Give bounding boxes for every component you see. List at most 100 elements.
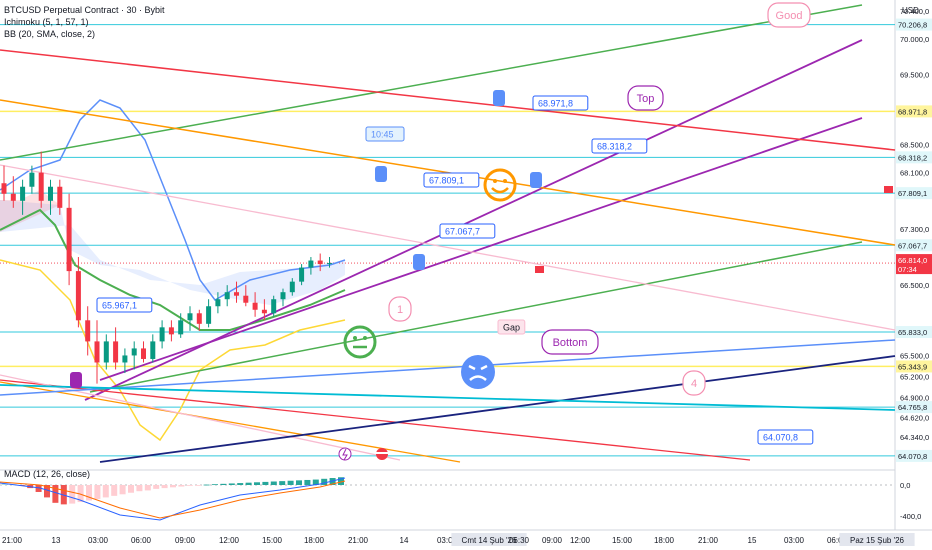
candle-body [261,309,267,314]
x-axis-date-tag [451,533,527,546]
candle-body [196,313,202,324]
annotation-box [96,297,153,313]
macd-histogram-bar [2,483,8,485]
note-bubble-label: 4 [691,378,697,390]
macd-histogram-bar [161,485,168,489]
annotation-box [439,223,496,239]
macd-histogram-bar [153,485,160,489]
annotation-label: 64.070,8 [763,433,798,443]
trend-line [99,355,896,463]
y-axis-tick-label: 70.400,0 [900,7,929,16]
trend-line [89,241,863,393]
price-marker-tag [896,187,932,200]
x-axis-tick-label: 03:00 [437,536,458,545]
y-axis-tick-label: 68.100,0 [900,169,929,178]
macd-histogram-bar [69,485,76,504]
macd-histogram-bar [287,480,294,485]
x-axis-tick-label: 21:00 [348,536,369,545]
candle-body [10,193,16,201]
flag-icon [535,186,893,273]
macd-histogram-bar [254,482,260,485]
price-marker-tag [896,239,932,252]
macd-histogram-bar [119,485,126,495]
candle-body [215,299,221,307]
y-axis-tick-label: 64.620,0 [900,413,929,422]
annotation-box [497,319,526,335]
macd-histogram-bar [86,485,92,501]
macd-histogram-bar [279,481,286,485]
candle-body [168,327,174,335]
x-axis-tick-label: 15:00 [262,536,283,545]
last-price-label: 66.814,0 [898,256,927,265]
macd-tick-label: -400,0 [900,512,921,521]
y-axis-tick-label: 68.500,0 [900,141,929,150]
x-axis-tick-label: 03:00 [88,536,109,545]
x-axis-tick-label: 15 [748,536,757,545]
candle-body [178,320,184,335]
macd-histogram-bar [262,481,269,485]
candle-body [103,341,109,363]
x-axis-tick-label: 15:00 [612,536,633,545]
annotation-box [591,138,648,154]
trend-line [0,379,751,461]
bollinger-upper [0,99,346,301]
x-axis-tick-label: 12:00 [570,536,591,545]
candle-body [252,302,258,310]
candle-body [113,341,119,363]
candle-body [243,295,249,303]
candle-body [150,341,156,359]
trend-line [0,374,401,461]
macd-histogram-bar [270,481,277,485]
happy-face-icon [483,168,517,202]
annotation-box [365,126,405,142]
trend-line [99,117,863,381]
macd-histogram-bar [237,483,244,485]
x-axis-tick-label: 18:00 [654,536,675,545]
annotation-box [532,95,589,111]
candle-body [308,260,314,268]
price-marker-label: 70.206,8 [898,21,927,30]
y-axis-tick-label: 64.900,0 [900,394,929,403]
macd-histogram-bar [102,485,109,498]
x-axis-tick-label: 09:00 [542,536,563,545]
price-marker-label: 65.833,0 [898,328,927,337]
note-bubble [388,296,412,322]
bollinger-lower [0,259,346,442]
annotation-box [757,429,814,445]
macd-histogram-bar [195,485,202,486]
note-bubble [767,2,811,28]
candle-body [141,348,146,359]
macd-label[interactable]: MACD (12, 26, close) [4,469,91,479]
trend-line [0,384,896,411]
macd-histogram-bar [52,485,59,503]
candle-body [57,186,63,208]
price-marker-label: 64.765,8 [898,403,927,412]
bollinger-label[interactable]: BB (20, SMA, close, 2) [4,29,96,39]
annotation-label: 68.318,2 [597,142,632,152]
macd-histogram-bar [136,485,143,492]
price-marker-tag [896,449,932,462]
y-axis-tick-label: 65.200,0 [900,373,929,382]
candle-body [75,271,81,321]
annotation-label: 67.067,7 [445,227,480,237]
price-marker-tag [896,360,932,373]
candle-body [289,281,295,293]
x-axis-tick-label: 06:00 [131,536,152,545]
candle-body [85,320,91,342]
price-marker-label: 67.067,7 [898,241,927,250]
macd-histogram-bar [296,480,302,485]
y-axis-tick-label: 67.300,0 [900,225,929,234]
macd-histogram-bar [170,485,176,488]
ichimoku-cloud [0,200,345,305]
y-axis-tick-label: 70.000,0 [900,35,929,44]
x-axis-tick-label: 21:00 [698,536,719,545]
x-axis-tick-label: 14 [400,536,409,545]
note-bubble [627,85,664,111]
symbol-title[interactable]: BTCUSD Perpetual Contract · 30 · Bybit [4,5,165,15]
x-axis-tick-label: 12:00 [219,536,240,545]
ichimoku-label[interactable]: Ichimoku (5, 1, 57, 1) [4,17,89,27]
candle-body [317,260,323,265]
price-marker-tag [896,326,932,339]
